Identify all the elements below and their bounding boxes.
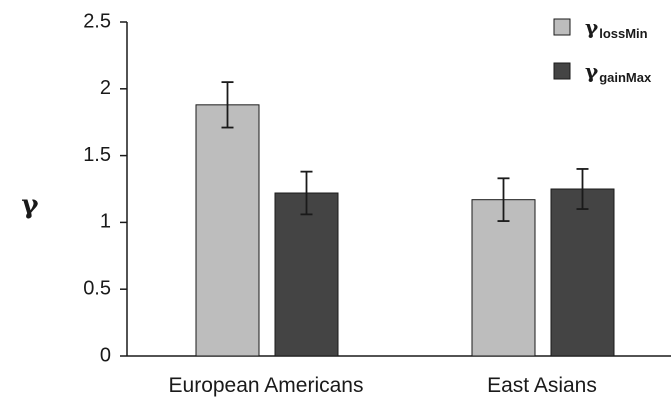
y-ticks: 0 0.5 1 1.5 2 2.5 <box>83 10 127 366</box>
y-tick-label: 2.5 <box>83 10 111 32</box>
bar-gainMax-1 <box>550 188 615 357</box>
y-tick-label: 1 <box>100 211 111 233</box>
y-axis-label: γ <box>21 190 39 220</box>
legend-label-lossMin: γlossMin <box>585 15 648 41</box>
legend-symbol: γ <box>585 15 599 39</box>
bar-gainMax-0 <box>274 192 339 357</box>
bars <box>195 104 615 357</box>
x-tick-label: European Americans <box>169 374 364 397</box>
y-tick-label: 0.5 <box>83 277 111 299</box>
legend-subscript: gainMax <box>599 70 652 85</box>
bar-lossMin-0 <box>195 104 260 357</box>
legend-swatch-gainMax <box>553 62 571 80</box>
y-tick-label: 2 <box>100 77 111 99</box>
legend-symbol: γ <box>585 59 599 83</box>
legend-subscript: lossMin <box>599 26 647 41</box>
legend-swatch-lossMin <box>553 18 571 36</box>
bar-lossMin-1 <box>471 199 536 357</box>
y-tick-label: 1.5 <box>83 144 111 166</box>
x-tick-labels: European Americans East Asians <box>169 374 597 397</box>
x-tick-label: East Asians <box>487 374 597 397</box>
y-tick-label: 0 <box>100 344 111 366</box>
error-bars <box>221 81 589 222</box>
legend-label-gainMax: γgainMax <box>585 59 652 85</box>
